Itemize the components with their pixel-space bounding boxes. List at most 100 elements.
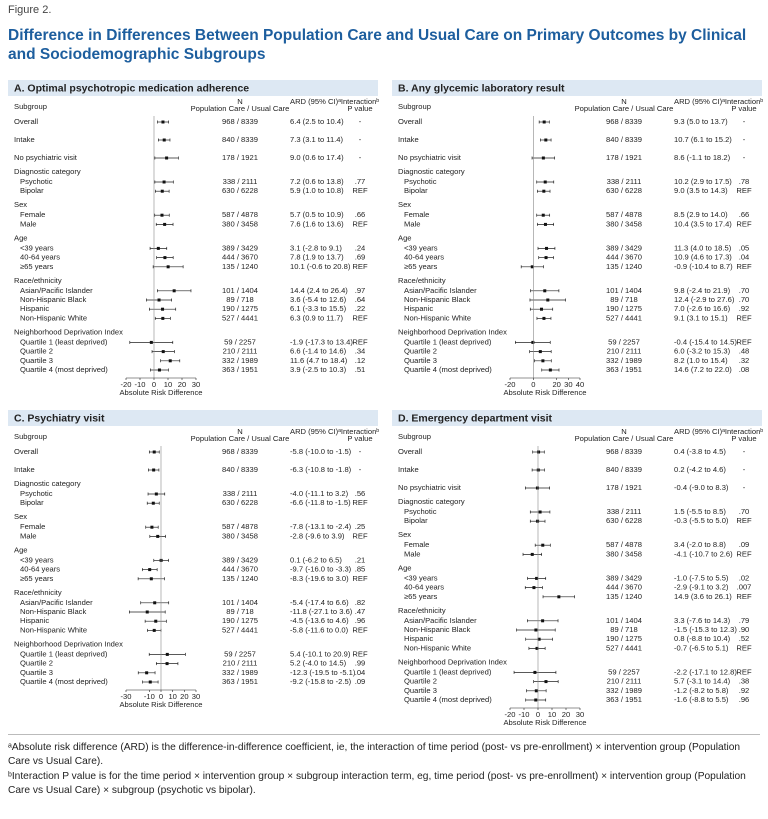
column-header: Population Care / Usual Care	[575, 434, 674, 443]
point-estimate	[163, 256, 167, 260]
n-label: 135 / 1240	[222, 262, 258, 271]
p-value: .08	[739, 365, 750, 374]
ard-label: 3.4 (-2.0 to 8.8)	[674, 540, 726, 549]
subgroup-label: Psychotic	[20, 177, 53, 186]
p-value: -	[743, 117, 746, 126]
p-value: .82	[355, 598, 366, 607]
p-value: .51	[355, 365, 366, 374]
ard-label: -11.8 (-27.1 to 3.6)	[290, 607, 353, 616]
point-estimate	[152, 468, 156, 472]
subgroup-label: Quartile 1 (least deprived)	[20, 649, 108, 658]
x-tick-label: -10	[519, 710, 530, 719]
p-value: .92	[739, 304, 750, 313]
subgroup-label: Bipolar	[20, 186, 44, 195]
x-tick-label: 20	[178, 380, 186, 389]
point-estimate	[546, 298, 550, 302]
column-header: N	[237, 427, 242, 436]
point-estimate	[543, 289, 547, 293]
ard-label: 9.1 (3.1 to 15.1)	[674, 313, 728, 322]
n-label: 178 / 1921	[606, 483, 642, 492]
n-label: 389 / 3429	[222, 555, 258, 564]
point-estimate	[154, 492, 158, 496]
n-label: 135 / 1240	[606, 592, 642, 601]
panel-header	[8, 80, 378, 96]
subgroup-label: ≥65 years	[404, 592, 437, 601]
p-value: .09	[355, 677, 366, 686]
n-label: 135 / 1240	[606, 262, 642, 271]
ard-label: -12.3 (-19.5 to -5.1)	[290, 668, 356, 677]
point-estimate	[145, 610, 149, 614]
p-value: REF	[736, 262, 752, 271]
p-value: .04	[739, 253, 750, 262]
n-label: 89 / 718	[226, 607, 253, 616]
figure-label: Figure 2.	[8, 4, 52, 16]
footnote: ᵇInteraction P value is for the time per…	[8, 771, 746, 796]
p-value: .70	[739, 295, 750, 304]
column-header: Subgroup	[14, 102, 47, 111]
point-estimate	[545, 246, 549, 250]
p-value: .69	[355, 253, 366, 262]
ard-label: 0.2 (-4.2 to 4.6)	[674, 465, 726, 474]
n-label: 840 / 8339	[222, 465, 258, 474]
point-estimate	[148, 680, 152, 684]
subgroup-label: No psychiatric visit	[14, 153, 78, 162]
point-estimate	[165, 652, 169, 656]
subgroup-label: Female	[404, 540, 429, 549]
ard-label: -2.2 (-17.1 to 12.8)	[674, 667, 737, 676]
p-value: .52	[739, 634, 750, 643]
n-label: 89 / 718	[610, 625, 637, 634]
chart: A. Optimal psychotropic medication adher…	[8, 80, 763, 727]
subgroup-label: Overall	[14, 447, 38, 456]
p-value: REF	[736, 643, 752, 652]
n-label: 101 / 1404	[222, 598, 258, 607]
x-axis-label: Absolute Risk Difference	[119, 700, 202, 709]
n-label: 363 / 1951	[606, 365, 642, 374]
point-estimate	[166, 265, 170, 269]
p-value: .66	[739, 210, 750, 219]
n-label: 389 / 3429	[606, 243, 642, 252]
subgroup-label: Quartile 4 (most deprived)	[20, 365, 108, 374]
ard-label: 3.9 (-2.5 to 10.3)	[290, 365, 347, 374]
point-estimate	[145, 671, 149, 675]
ard-label: 6.6 (-1.4 to 14.6)	[290, 347, 347, 356]
n-label: 101 / 1404	[606, 286, 642, 295]
subgroup-label: Male	[20, 531, 36, 540]
n-label: 527 / 4441	[222, 313, 258, 322]
p-value: REF	[352, 337, 368, 346]
column-header: N	[621, 97, 626, 106]
group-label: Sex	[14, 200, 27, 209]
n-label: 840 / 8339	[606, 135, 642, 144]
ard-label: 14.6 (7.2 to 22.0)	[674, 365, 732, 374]
subgroup-label: ≥65 years	[20, 262, 53, 271]
point-estimate	[165, 156, 169, 160]
point-estimate	[543, 180, 547, 184]
n-label: 840 / 8339	[606, 465, 642, 474]
p-value: -	[359, 117, 362, 126]
ard-label: 10.7 (6.1 to 15.2)	[674, 135, 732, 144]
point-estimate	[161, 307, 165, 311]
p-value: -	[359, 465, 362, 474]
n-label: 444 / 3670	[222, 253, 258, 262]
subgroup-label: 40-64 years	[404, 583, 444, 592]
panel-title: C. Psychiatry visit	[14, 412, 105, 424]
n-label: 210 / 2111	[607, 677, 642, 686]
point-estimate	[161, 316, 165, 320]
n-label: 968 / 8339	[606, 447, 642, 456]
point-estimate	[538, 510, 542, 514]
column-header: Interactionᵇ	[341, 427, 379, 436]
column-header: Subgroup	[14, 432, 47, 441]
n-label: 840 / 8339	[222, 135, 258, 144]
x-tick-label: 0	[152, 380, 156, 389]
subgroup-label: Non-Hispanic Black	[20, 607, 86, 616]
n-label: 190 / 1275	[222, 304, 258, 313]
p-value: .79	[739, 616, 750, 625]
ard-label: -0.7 (-6.5 to 5.1)	[674, 643, 729, 652]
n-label: 363 / 1951	[606, 695, 642, 704]
p-value: .97	[355, 286, 366, 295]
ard-label: 9.0 (3.5 to 14.3)	[674, 186, 728, 195]
group-label: Neighborhood Deprivation Index	[14, 327, 123, 336]
p-value: -	[359, 153, 362, 162]
x-tick-label: 20	[562, 710, 570, 719]
x-tick-label: 30	[192, 380, 200, 389]
